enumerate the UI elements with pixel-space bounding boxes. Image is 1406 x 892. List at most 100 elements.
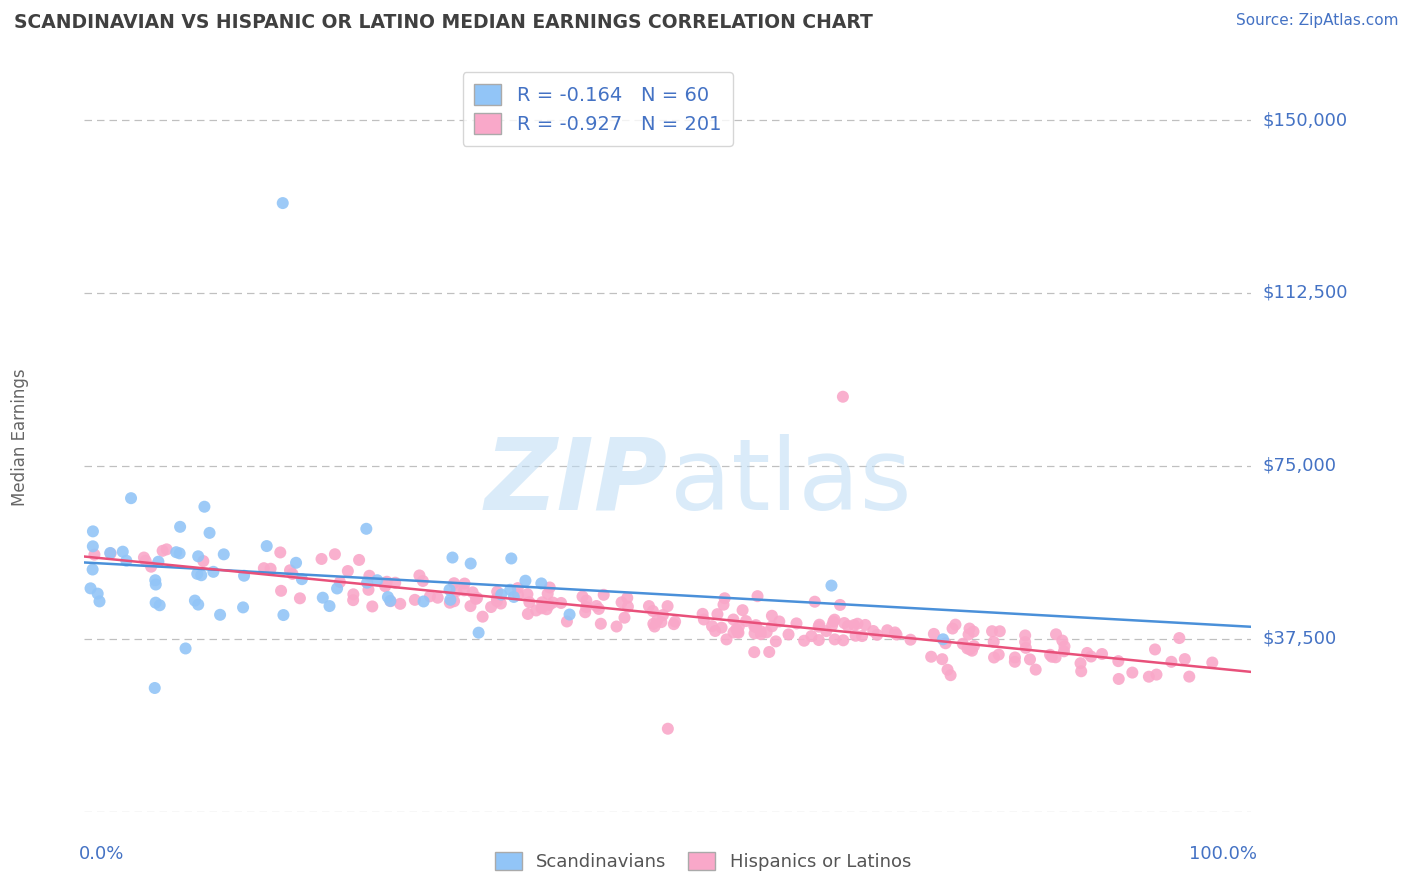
Point: [723, 613, 745, 627]
Point: [575, 593, 598, 607]
Point: [749, 627, 772, 641]
Point: [808, 617, 831, 632]
Point: [426, 591, 449, 605]
Point: [1015, 640, 1038, 655]
Point: [288, 591, 311, 606]
Point: [713, 591, 735, 606]
Point: [1080, 649, 1102, 664]
Point: [515, 574, 537, 588]
Point: [744, 619, 766, 633]
Point: [884, 625, 907, 640]
Point: [148, 555, 170, 569]
Point: [100, 546, 122, 560]
Point: [886, 627, 908, 641]
Point: [571, 590, 593, 604]
Point: [377, 590, 399, 604]
Point: [1174, 652, 1197, 666]
Point: [1121, 665, 1143, 680]
Point: [987, 648, 1010, 662]
Point: [443, 576, 465, 591]
Point: [1045, 650, 1067, 665]
Text: $75,000: $75,000: [1263, 457, 1337, 475]
Point: [749, 624, 772, 639]
Point: [963, 639, 986, 653]
Point: [461, 585, 484, 599]
Point: [531, 595, 554, 609]
Point: [957, 627, 980, 641]
Point: [589, 616, 612, 631]
Point: [745, 618, 768, 632]
Point: [165, 545, 187, 559]
Point: [156, 542, 179, 557]
Point: [380, 594, 402, 608]
Point: [778, 627, 800, 641]
Point: [1107, 654, 1129, 668]
Point: [412, 594, 434, 608]
Point: [1143, 642, 1166, 657]
Text: 0.0%: 0.0%: [79, 846, 124, 863]
Point: [439, 596, 461, 610]
Point: [706, 607, 728, 622]
Point: [115, 554, 138, 568]
Point: [1045, 627, 1067, 641]
Point: [745, 620, 768, 634]
Point: [824, 632, 846, 647]
Point: [641, 604, 664, 618]
Point: [326, 582, 349, 596]
Point: [135, 554, 157, 568]
Point: [731, 603, 754, 617]
Point: [832, 390, 855, 404]
Point: [574, 605, 596, 619]
Point: [479, 600, 502, 615]
Point: [145, 596, 167, 610]
Point: [285, 556, 308, 570]
Point: [988, 624, 1011, 639]
Point: [342, 593, 364, 607]
Point: [824, 613, 846, 627]
Point: [1053, 644, 1076, 658]
Point: [815, 624, 838, 639]
Point: [821, 618, 844, 632]
Point: [486, 584, 509, 599]
Point: [120, 491, 142, 505]
Point: [501, 551, 523, 566]
Point: [956, 641, 979, 656]
Point: [281, 566, 304, 581]
Point: [329, 575, 352, 590]
Point: [1019, 652, 1042, 666]
Point: [132, 550, 155, 565]
Point: [79, 582, 101, 596]
Point: [361, 599, 384, 614]
Point: [710, 621, 733, 635]
Point: [606, 619, 628, 633]
Point: [1039, 648, 1062, 662]
Point: [1070, 657, 1092, 671]
Text: Median Earnings: Median Earnings: [11, 368, 30, 506]
Point: [187, 549, 209, 564]
Point: [209, 607, 232, 622]
Point: [652, 608, 675, 623]
Point: [465, 591, 488, 606]
Point: [644, 619, 666, 633]
Point: [291, 572, 314, 586]
Point: [1004, 650, 1026, 665]
Point: [727, 624, 749, 639]
Point: [638, 599, 661, 613]
Point: [1052, 633, 1074, 648]
Point: [643, 616, 665, 631]
Point: [727, 625, 749, 640]
Point: [761, 608, 783, 623]
Point: [807, 633, 830, 648]
Point: [922, 627, 945, 641]
Point: [742, 645, 765, 659]
Point: [530, 601, 553, 615]
Point: [662, 617, 685, 632]
Point: [256, 539, 278, 553]
Point: [761, 619, 783, 633]
Point: [174, 641, 197, 656]
Point: [832, 615, 855, 630]
Point: [233, 568, 256, 582]
Point: [952, 637, 974, 651]
Point: [193, 554, 215, 568]
Point: [657, 599, 679, 614]
